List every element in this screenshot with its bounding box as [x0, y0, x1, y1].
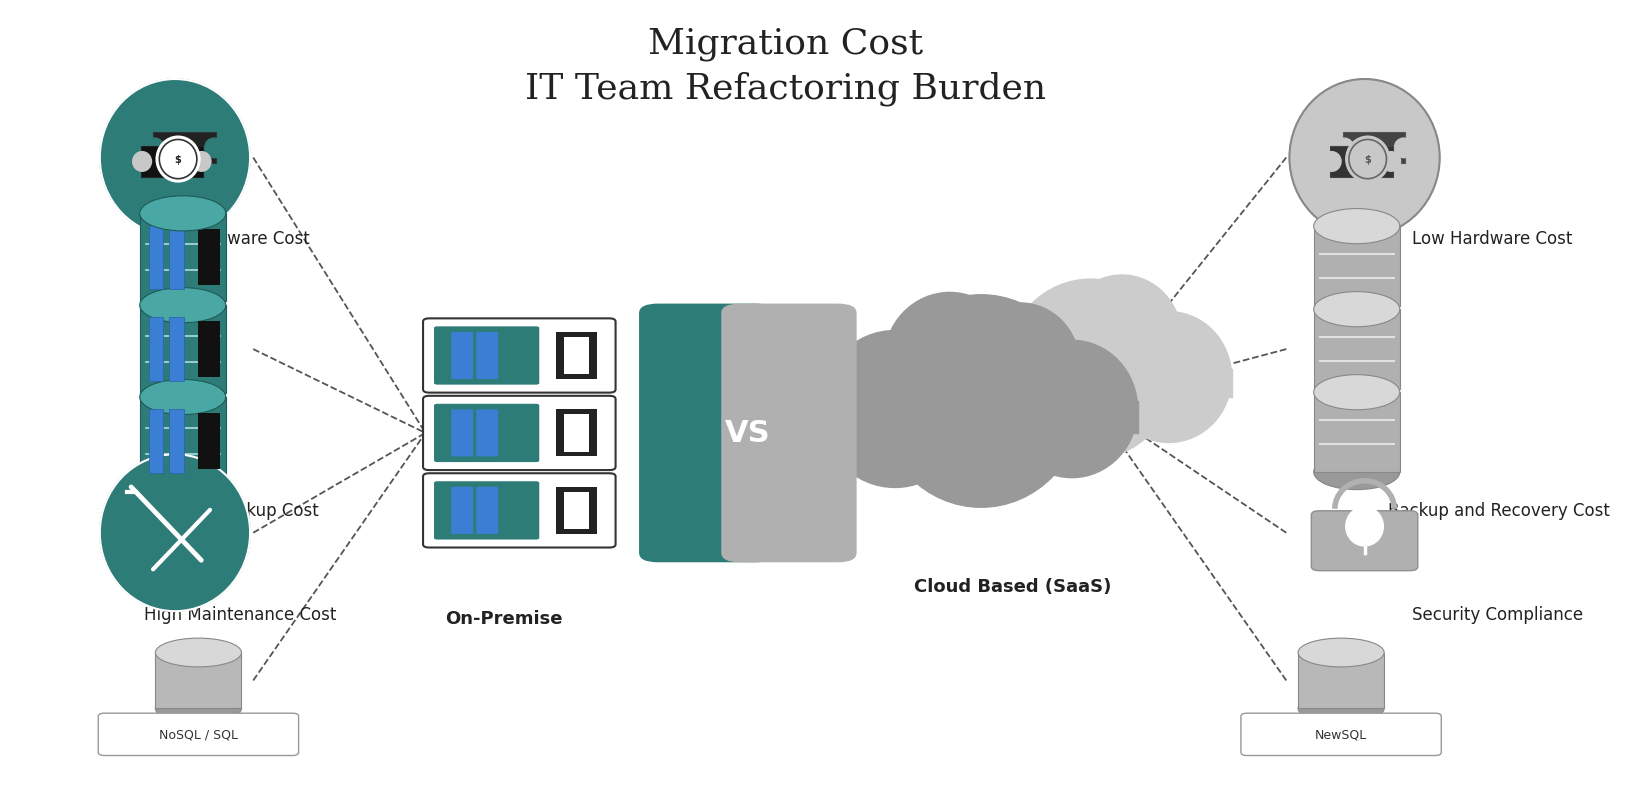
Ellipse shape — [133, 153, 151, 172]
Ellipse shape — [1322, 153, 1341, 172]
Ellipse shape — [140, 467, 226, 503]
FancyBboxPatch shape — [476, 410, 499, 457]
Text: High Hardware Cost: High Hardware Cost — [143, 230, 309, 248]
Bar — [198, 322, 219, 377]
Text: On-Premise: On-Premise — [444, 609, 563, 627]
Ellipse shape — [1335, 139, 1353, 158]
Bar — [170, 226, 184, 290]
Bar — [1314, 310, 1399, 389]
Ellipse shape — [1299, 694, 1384, 723]
Text: Cloud Based (SaaS): Cloud Based (SaaS) — [914, 577, 1111, 595]
Bar — [150, 410, 163, 473]
Ellipse shape — [145, 139, 165, 158]
Text: Medium Backup Cost: Medium Backup Cost — [143, 501, 318, 520]
Ellipse shape — [884, 293, 1016, 430]
FancyBboxPatch shape — [721, 304, 856, 563]
FancyBboxPatch shape — [99, 713, 298, 756]
FancyBboxPatch shape — [639, 304, 775, 563]
FancyBboxPatch shape — [565, 492, 589, 529]
Bar — [140, 306, 226, 393]
Bar — [155, 653, 242, 708]
Ellipse shape — [1299, 638, 1384, 667]
Bar — [150, 318, 163, 381]
FancyBboxPatch shape — [153, 133, 216, 164]
Ellipse shape — [140, 380, 226, 415]
Ellipse shape — [1006, 341, 1137, 478]
Text: Low Hardware Cost: Low Hardware Cost — [1412, 230, 1572, 248]
Ellipse shape — [1289, 80, 1440, 237]
FancyBboxPatch shape — [556, 332, 597, 380]
FancyBboxPatch shape — [1312, 512, 1417, 571]
Bar — [170, 410, 184, 473]
Text: Backup and Recovery Cost: Backup and Recovery Cost — [1388, 501, 1610, 520]
Ellipse shape — [1106, 312, 1231, 443]
Ellipse shape — [1346, 507, 1383, 546]
Text: Security Compliance: Security Compliance — [1412, 605, 1583, 623]
FancyBboxPatch shape — [565, 414, 589, 452]
Bar — [1314, 393, 1399, 472]
Text: VS: VS — [724, 419, 770, 448]
Bar — [170, 318, 184, 381]
Ellipse shape — [1314, 210, 1399, 244]
FancyBboxPatch shape — [423, 397, 616, 471]
Text: NewSQL: NewSQL — [1315, 728, 1368, 741]
Ellipse shape — [968, 316, 1088, 439]
Text: High Maintenance Cost: High Maintenance Cost — [143, 605, 336, 623]
Bar — [150, 226, 163, 290]
Ellipse shape — [961, 304, 1080, 428]
Ellipse shape — [1314, 455, 1399, 490]
Ellipse shape — [140, 288, 226, 324]
Bar — [1314, 227, 1399, 307]
FancyBboxPatch shape — [1343, 133, 1406, 164]
FancyBboxPatch shape — [435, 327, 540, 385]
Text: $: $ — [1365, 155, 1371, 165]
FancyBboxPatch shape — [476, 487, 499, 534]
Bar — [198, 230, 219, 286]
Ellipse shape — [100, 80, 250, 237]
Bar — [1299, 653, 1384, 708]
Text: NoSQL / SQL: NoSQL / SQL — [160, 728, 239, 741]
Ellipse shape — [1314, 292, 1399, 328]
Ellipse shape — [1004, 279, 1177, 459]
Ellipse shape — [1394, 139, 1412, 158]
FancyBboxPatch shape — [1241, 713, 1442, 756]
FancyBboxPatch shape — [423, 474, 616, 548]
Bar — [140, 397, 226, 485]
Ellipse shape — [820, 331, 969, 488]
Ellipse shape — [1314, 375, 1399, 410]
FancyBboxPatch shape — [565, 337, 589, 375]
Ellipse shape — [1062, 275, 1182, 400]
FancyBboxPatch shape — [435, 404, 540, 463]
Text: Migration Cost
IT Team Refactoring Burden: Migration Cost IT Team Refactoring Burde… — [525, 26, 1045, 106]
Ellipse shape — [155, 694, 242, 723]
Ellipse shape — [1346, 137, 1389, 183]
Bar — [198, 414, 219, 469]
FancyBboxPatch shape — [451, 487, 472, 534]
Ellipse shape — [156, 137, 201, 183]
Ellipse shape — [879, 296, 1083, 507]
Text: $: $ — [174, 155, 181, 165]
Ellipse shape — [155, 638, 242, 667]
FancyBboxPatch shape — [1330, 147, 1393, 177]
FancyBboxPatch shape — [556, 410, 597, 457]
Ellipse shape — [100, 454, 250, 611]
FancyBboxPatch shape — [423, 319, 616, 393]
Ellipse shape — [140, 197, 226, 231]
FancyBboxPatch shape — [140, 147, 202, 177]
FancyBboxPatch shape — [451, 332, 472, 380]
FancyBboxPatch shape — [556, 487, 597, 534]
Ellipse shape — [1381, 153, 1401, 172]
Ellipse shape — [193, 153, 211, 172]
FancyBboxPatch shape — [435, 482, 540, 540]
FancyBboxPatch shape — [476, 332, 499, 380]
Ellipse shape — [204, 139, 224, 158]
Bar — [140, 214, 226, 302]
FancyBboxPatch shape — [451, 410, 472, 457]
